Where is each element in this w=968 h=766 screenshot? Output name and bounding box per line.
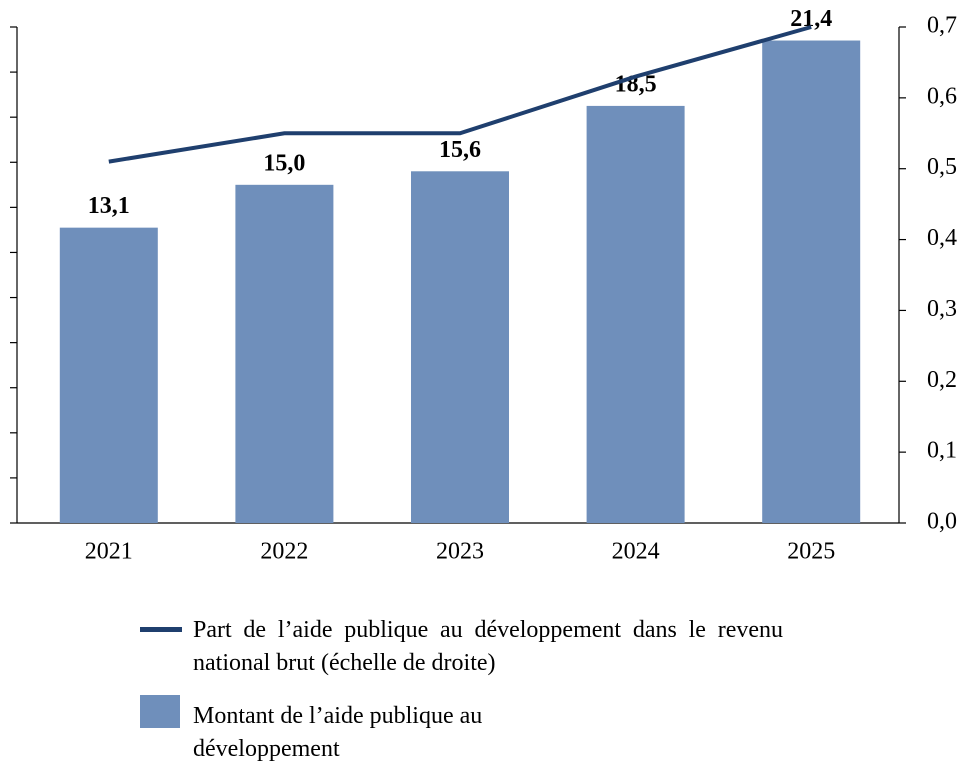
y2-tick-label: 0,4	[927, 225, 957, 251]
x-tick-label: 2023	[436, 539, 484, 565]
y2-tick-label: 0,2	[927, 367, 957, 393]
bar	[59, 227, 158, 523]
line	[108, 25, 812, 164]
data-label: 15,0	[263, 150, 305, 176]
legend-line-swatch	[140, 627, 182, 632]
x-tick-label: 2022	[260, 539, 308, 565]
y2-tick-label: 0,7	[927, 13, 957, 39]
data-label: 15,6	[439, 137, 481, 163]
x-tick-label: 2021	[85, 539, 133, 565]
legend-label: Part de l’aide publique au développement…	[193, 617, 783, 676]
x-tick-label: 2024	[612, 539, 660, 565]
bar	[586, 105, 685, 523]
legend-label: Montant de l’aide publique au développem…	[193, 703, 483, 762]
bar	[762, 40, 861, 523]
legend-bar-swatch	[140, 695, 180, 728]
x-tick-label: 2025	[787, 539, 835, 565]
data-label: 13,1	[88, 193, 130, 219]
bar	[235, 184, 334, 523]
y2-tick-label: 0,6	[927, 83, 957, 109]
y2-tick-label: 0,5	[927, 154, 957, 180]
chart: 0,0 0,1 0,2 0,3 0,4 0,5 0,6 0,7 2021 2022 2023 2024…	[10, 6, 957, 565]
bar	[411, 171, 509, 524]
y2-tick-label: 0,0	[927, 509, 957, 535]
y2-tick-label: 0,3	[927, 296, 957, 322]
y2-tick-label: 0,1	[927, 438, 957, 464]
